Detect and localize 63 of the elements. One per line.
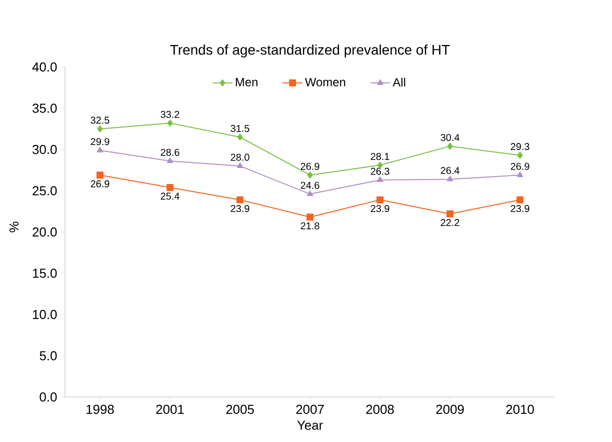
y-tick-label: 40.0 xyxy=(32,62,57,72)
x-tick-label: 2009 xyxy=(436,404,464,414)
x-tick-label: 2007 xyxy=(296,404,324,414)
data-label: 28.6 xyxy=(160,148,180,156)
x-tick-label: 2005 xyxy=(226,404,254,414)
point xyxy=(166,184,174,191)
y-tick-label: 25.0 xyxy=(32,186,57,196)
data-label: 29.9 xyxy=(90,138,110,146)
y-tick-label: 0.0 xyxy=(40,392,57,402)
data-label: 23.9 xyxy=(370,205,390,212)
y-tick-label: 20.0 xyxy=(32,227,57,237)
y-tick-label: 35.0 xyxy=(32,104,57,113)
legend-label: Men xyxy=(236,78,258,86)
x-tick-label: 1998 xyxy=(86,404,114,414)
legend-label: All xyxy=(392,78,406,86)
data-label: 28.1 xyxy=(370,152,390,160)
point xyxy=(236,196,244,204)
legend-label: Women xyxy=(304,78,346,86)
y-axis-title: % xyxy=(9,222,19,232)
data-label: 23.9 xyxy=(230,205,250,212)
x-tick-label: 2010 xyxy=(506,404,534,414)
point xyxy=(376,176,384,182)
x-tick-label: 2008 xyxy=(366,404,394,414)
point xyxy=(236,162,244,168)
point xyxy=(446,176,454,182)
point xyxy=(96,146,104,152)
point xyxy=(167,120,173,127)
data-label: 26.4 xyxy=(440,166,460,174)
data-label: 24.6 xyxy=(300,182,320,189)
point xyxy=(447,142,453,150)
y-tick-label: 10.0 xyxy=(33,310,57,320)
data-label: 30.4 xyxy=(440,134,460,142)
data-label: 21.8 xyxy=(300,222,320,230)
data-label: 26.9 xyxy=(90,180,110,188)
point xyxy=(306,190,314,196)
point xyxy=(446,210,454,218)
data-label: 26.3 xyxy=(370,168,390,175)
data-label: 33.2 xyxy=(160,110,180,118)
point xyxy=(376,196,384,204)
data-label: 29.3 xyxy=(510,143,530,150)
y-tick-label: 30.0 xyxy=(32,144,57,154)
data-label: 32.5 xyxy=(90,116,110,124)
data-label: 26.9 xyxy=(510,162,530,170)
point xyxy=(306,214,314,221)
point xyxy=(517,152,523,159)
data-label: 31.5 xyxy=(230,124,250,132)
point xyxy=(516,196,524,204)
point xyxy=(96,172,104,179)
chart-title: Trends of age-standardized prevalence of HT xyxy=(170,44,450,58)
point xyxy=(307,172,313,179)
data-label: 26.9 xyxy=(300,162,320,170)
point xyxy=(516,172,524,178)
point xyxy=(97,125,103,132)
x-tick-label: 2001 xyxy=(156,404,184,414)
point xyxy=(237,134,243,141)
data-label: 25.4 xyxy=(160,192,180,200)
data-label: 22.2 xyxy=(440,219,460,226)
y-tick-label: 5.0 xyxy=(40,351,57,360)
y-tick-label: 15.0 xyxy=(33,268,57,278)
data-label: 28.0 xyxy=(230,154,250,161)
data-label: 23.9 xyxy=(510,205,530,212)
x-axis-title: Year xyxy=(297,420,323,430)
point xyxy=(166,158,174,164)
